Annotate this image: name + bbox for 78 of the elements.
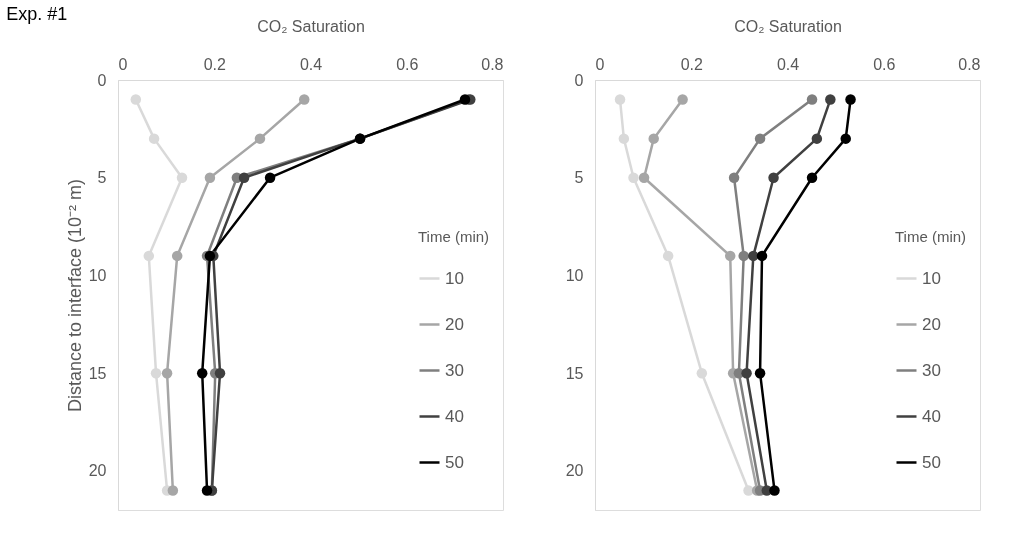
point: [150, 367, 162, 379]
point: [806, 94, 818, 105]
point: [806, 172, 818, 183]
point: [677, 94, 688, 105]
point: [662, 250, 674, 262]
point: [618, 133, 630, 144]
point: [743, 485, 754, 496]
point: [769, 485, 780, 496]
x-axis-title: CO₂ Saturation: [734, 17, 842, 35]
y-tick-label: 15: [88, 364, 107, 382]
legend-label: 40: [445, 406, 464, 426]
point: [204, 172, 216, 183]
legend-label: 10: [922, 268, 941, 288]
point: [254, 133, 266, 144]
point: [748, 250, 759, 262]
y-tick-label: 15: [565, 364, 584, 382]
point: [264, 172, 276, 183]
point: [756, 250, 768, 262]
x-tick-label: 0.4: [299, 55, 323, 73]
x-tick-label: 0.8: [958, 55, 981, 73]
point: [696, 367, 708, 379]
point: [238, 172, 250, 183]
point: [825, 94, 836, 105]
x-axis-title: CO₂ Saturation: [257, 17, 365, 35]
legend-label: 20: [445, 314, 464, 334]
x-tick-label: 0: [595, 55, 605, 73]
point: [176, 172, 188, 183]
point: [811, 133, 823, 144]
legend-label: 50: [922, 452, 941, 472]
y-tick-label: 20: [88, 462, 107, 480]
y-tick-label: 10: [88, 266, 107, 284]
x-tick-label: 0: [118, 55, 128, 73]
y-tick-label: 5: [574, 169, 584, 187]
chart-title: Exp. #1: [6, 4, 68, 24]
point: [648, 133, 659, 144]
legend-title: Time (min): [895, 228, 967, 245]
y-tick-label: 0: [97, 71, 107, 89]
y-tick-label: 0: [574, 71, 584, 89]
point: [840, 133, 851, 144]
point: [459, 94, 471, 105]
point: [754, 133, 766, 144]
point: [143, 250, 155, 262]
y-tick-label: 20: [565, 462, 584, 480]
legend-label: 30: [445, 360, 464, 380]
point: [214, 367, 226, 379]
point: [638, 172, 650, 183]
x-tick-label: 0.6: [873, 55, 896, 73]
point: [148, 133, 160, 144]
point: [741, 367, 752, 379]
point: [614, 94, 626, 105]
x-tick-label: 0.6: [396, 55, 419, 73]
point: [196, 367, 208, 379]
point: [171, 250, 183, 262]
point: [628, 172, 639, 183]
point: [754, 367, 766, 379]
point: [845, 94, 856, 105]
point: [161, 367, 173, 379]
legend-label: 40: [922, 406, 941, 426]
point: [299, 94, 310, 105]
y-tick-label: 10: [565, 266, 584, 284]
x-tick-label: 0.8: [481, 55, 504, 73]
legend-title: Time (min): [418, 228, 490, 245]
x-tick-label: 0.4: [776, 55, 800, 73]
point: [130, 94, 142, 105]
point: [738, 250, 749, 262]
legend-label: 20: [922, 314, 941, 334]
point: [724, 250, 736, 262]
point: [167, 485, 179, 496]
point: [201, 485, 213, 496]
legend-label: 10: [445, 268, 464, 288]
x-tick-label: 0.2: [203, 55, 226, 73]
point: [728, 172, 740, 183]
legend-label: 30: [922, 360, 941, 380]
y-axis-title: Distance to interface (10⁻² m): [64, 178, 85, 413]
legend-label: 50: [445, 452, 464, 472]
y-tick-label: 5: [97, 169, 107, 187]
x-tick-label: 0.2: [680, 55, 703, 73]
point: [768, 172, 779, 183]
